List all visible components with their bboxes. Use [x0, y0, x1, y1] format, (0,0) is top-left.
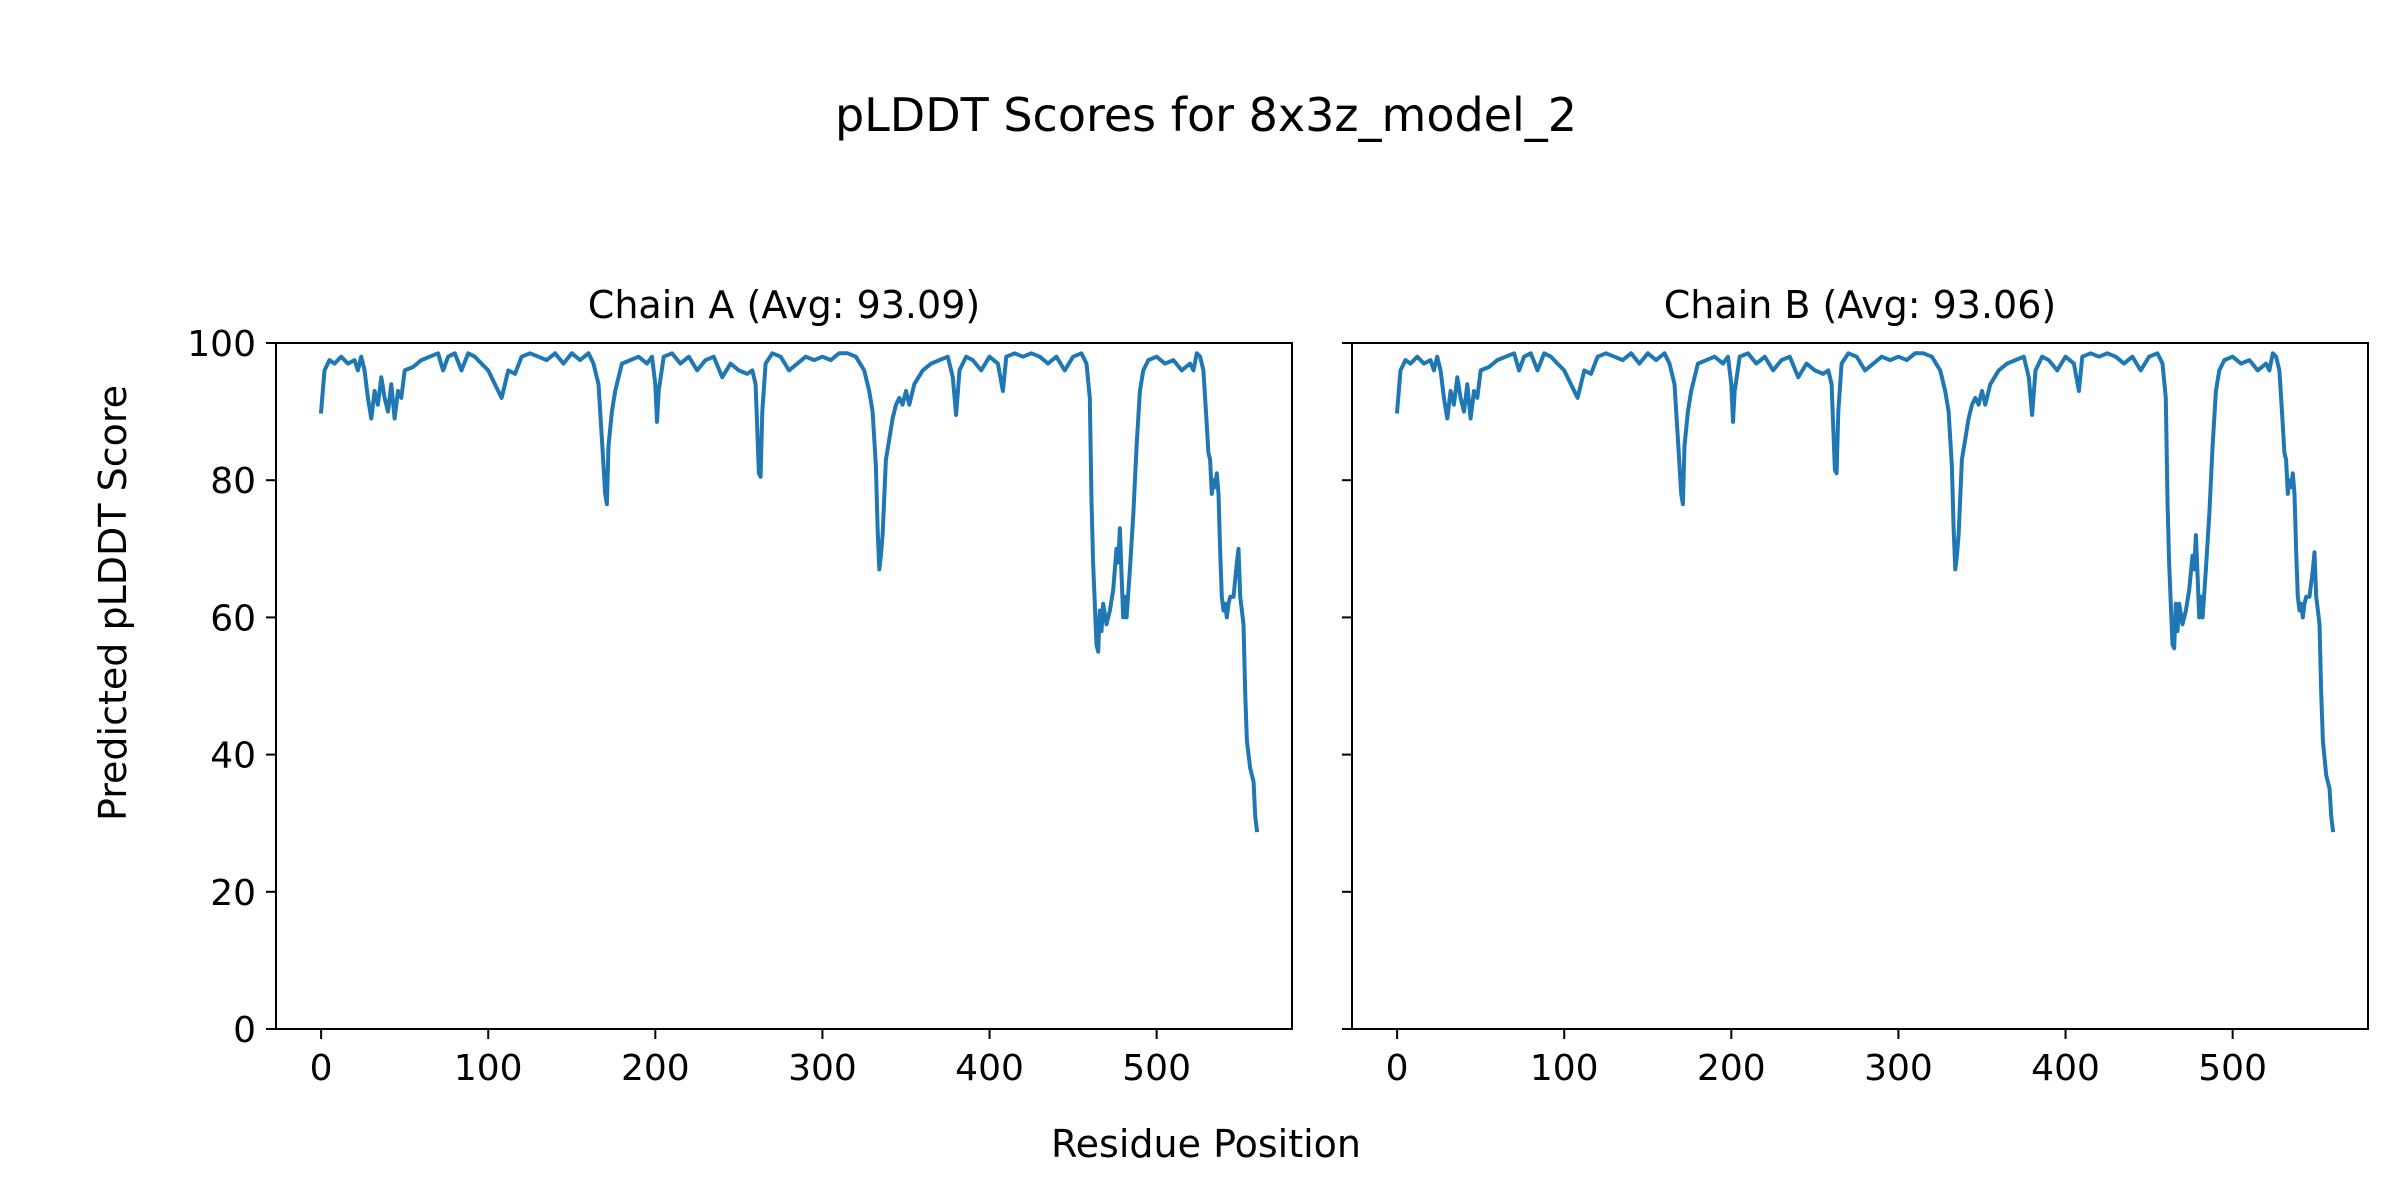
x-axis-label: Residue Position [1051, 1122, 1361, 1166]
subplot-title: Chain A (Avg: 93.09) [588, 283, 980, 327]
x-tick-label: 0 [1386, 1048, 1409, 1089]
x-tick-label: 500 [2198, 1048, 2267, 1089]
series-line-0 [318, 351, 1260, 833]
series-line-0 [1394, 351, 2336, 833]
x-tick-label: 100 [454, 1048, 523, 1089]
y-tick-label: 100 [187, 324, 256, 365]
x-tick-label: 300 [788, 1048, 857, 1089]
figure-title: pLDDT Scores for 8x3z_model_2 [835, 88, 1577, 142]
y-tick-label: 0 [233, 1010, 256, 1051]
x-tick-label: 500 [1122, 1048, 1191, 1089]
subplot-panels: Chain A (Avg: 93.09)0 100 200 300 400 5000204… [187, 283, 2369, 1089]
x-tick-label: 200 [621, 1048, 690, 1089]
y-axis-label: Predicted pLDDT Score [91, 385, 135, 821]
y-tick-label: 40 [210, 736, 256, 777]
subplot-0: Chain A (Avg: 93.09) 0 100 200 300 400 500 0 20 4… [187, 283, 1293, 1089]
y-tick-label: 60 [210, 598, 256, 639]
subplot-title: Chain B (Avg: 93.06) [1664, 283, 2056, 327]
x-tick-label: 400 [955, 1048, 1024, 1089]
x-tick-label: 200 [1697, 1048, 1766, 1089]
axes-frame [1351, 342, 2369, 1030]
y-tick-label: 80 [210, 461, 256, 502]
subplot-1: Chain B (Avg: 93.06) 0 100 200 300 400 500 [1342, 283, 2369, 1089]
axes-frame [275, 342, 1293, 1030]
x-tick-label: 400 [2031, 1048, 2100, 1089]
x-tick-label: 0 [310, 1048, 333, 1089]
x-tick-label: 300 [1864, 1048, 1933, 1089]
x-tick-label: 100 [1530, 1048, 1599, 1089]
y-tick-label: 20 [210, 873, 256, 914]
